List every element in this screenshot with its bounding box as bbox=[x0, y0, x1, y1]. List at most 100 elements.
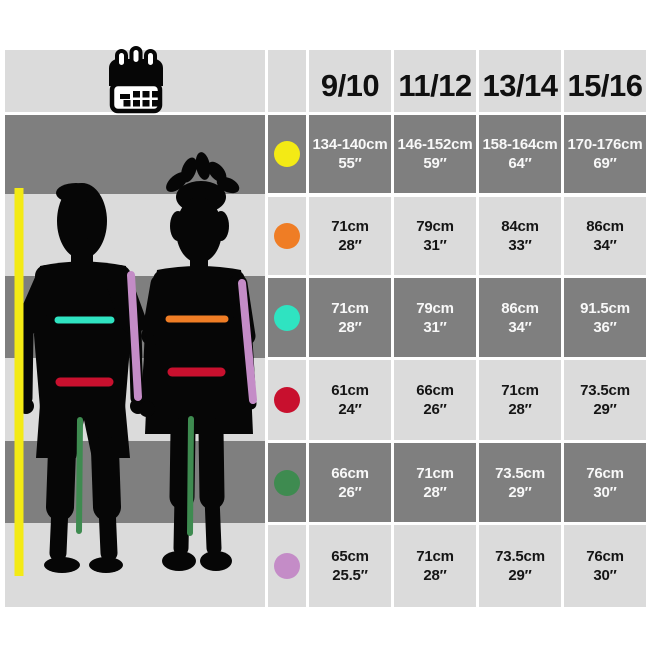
value-cm: 84cm bbox=[501, 218, 539, 235]
cell-teal-11-12: 79cm 31″ bbox=[394, 278, 476, 357]
value-inches: 36″ bbox=[593, 318, 617, 336]
value-cm: 79cm bbox=[416, 218, 454, 235]
value-cm: 71cm bbox=[331, 218, 369, 235]
size-header-13-14: 13/14 bbox=[479, 50, 561, 112]
cell-red-9-10: 61cm 24″ bbox=[309, 360, 391, 440]
value-inches: 28″ bbox=[338, 237, 362, 254]
dot-cell-red bbox=[268, 360, 306, 440]
stripe-band-purple bbox=[5, 523, 265, 607]
value-cm: 146-152cm bbox=[397, 136, 473, 153]
cell-orange-15-16: 86cm 34″ bbox=[564, 197, 646, 275]
value-inches: 34″ bbox=[508, 318, 532, 336]
cell-green-15-16: 76cm 30″ bbox=[564, 443, 646, 522]
size-header-label: 15/16 bbox=[567, 67, 643, 103]
value-inches: 31″ bbox=[423, 237, 447, 254]
value-cm: 65cm bbox=[331, 548, 369, 565]
cell-red-13-14: 71cm 28″ bbox=[479, 360, 561, 440]
cell-purple-9-10: 65cm 25.5″ bbox=[309, 525, 391, 607]
value-cm: 61cm bbox=[331, 382, 369, 399]
value-inches: 59″ bbox=[423, 155, 447, 172]
stripe-band-teal bbox=[5, 276, 265, 358]
cell-yellow-11-12: 146-152cm 59″ bbox=[394, 115, 476, 193]
value-inches: 28″ bbox=[423, 483, 447, 501]
value-inches: 25.5″ bbox=[332, 567, 368, 584]
value-cm: 71cm bbox=[501, 382, 539, 399]
stripe-band-orange bbox=[5, 194, 265, 276]
dot-cell-teal bbox=[268, 278, 306, 357]
value-inches: 28″ bbox=[338, 318, 362, 336]
dot-cell-orange bbox=[268, 197, 306, 275]
value-cm: 76cm bbox=[586, 548, 624, 565]
calendar-header-cell bbox=[5, 50, 265, 112]
value-cm: 71cm bbox=[416, 464, 454, 482]
size-header-label: 13/14 bbox=[482, 67, 558, 103]
cell-orange-13-14: 84cm 33″ bbox=[479, 197, 561, 275]
cell-green-11-12: 71cm 28″ bbox=[394, 443, 476, 522]
figure-background-stripes bbox=[5, 115, 265, 607]
value-inches: 26″ bbox=[423, 401, 447, 418]
cell-purple-15-16: 76cm 30″ bbox=[564, 525, 646, 607]
value-cm: 66cm bbox=[416, 382, 454, 399]
value-cm: 73.5cm bbox=[495, 464, 545, 482]
value-inches: 30″ bbox=[593, 567, 617, 584]
cell-teal-15-16: 91.5cm 36″ bbox=[564, 278, 646, 357]
size-header-15-16: 15/16 bbox=[564, 50, 646, 112]
value-cm: 66cm bbox=[331, 464, 369, 482]
value-cm: 91.5cm bbox=[580, 299, 630, 317]
value-inches: 24″ bbox=[338, 401, 362, 418]
value-cm: 134-140cm bbox=[312, 136, 388, 153]
value-cm: 170-176cm bbox=[567, 136, 643, 153]
cell-green-9-10: 66cm 26″ bbox=[309, 443, 391, 522]
stripe-band-yellow bbox=[5, 115, 265, 194]
cell-teal-13-14: 86cm 34″ bbox=[479, 278, 561, 357]
value-inches: 31″ bbox=[423, 318, 447, 336]
value-inches: 30″ bbox=[593, 483, 617, 501]
value-cm: 76cm bbox=[586, 464, 624, 482]
purple-dot bbox=[274, 553, 300, 579]
value-inches: 29″ bbox=[508, 567, 532, 584]
cell-teal-9-10: 71cm 28″ bbox=[309, 278, 391, 357]
cell-red-15-16: 73.5cm 29″ bbox=[564, 360, 646, 440]
cell-yellow-9-10: 134-140cm 55″ bbox=[309, 115, 391, 193]
value-inches: 34″ bbox=[593, 237, 617, 254]
dot-cell-purple bbox=[268, 525, 306, 607]
dot-cell-green bbox=[268, 443, 306, 522]
value-cm: 73.5cm bbox=[580, 382, 630, 399]
orange-dot bbox=[274, 223, 300, 249]
value-inches: 33″ bbox=[508, 237, 532, 254]
value-cm: 158-164cm bbox=[482, 136, 558, 153]
stripe-band-green bbox=[5, 441, 265, 523]
cell-orange-9-10: 71cm 28″ bbox=[309, 197, 391, 275]
cell-orange-11-12: 79cm 31″ bbox=[394, 197, 476, 275]
size-header-9-10: 9/10 bbox=[309, 50, 391, 112]
value-cm: 86cm bbox=[501, 299, 539, 317]
value-inches: 28″ bbox=[508, 401, 532, 418]
value-inches: 29″ bbox=[508, 483, 532, 501]
stripe-band-red bbox=[5, 358, 265, 441]
value-inches: 29″ bbox=[593, 401, 617, 418]
cell-green-13-14: 73.5cm 29″ bbox=[479, 443, 561, 522]
value-inches: 28″ bbox=[423, 567, 447, 584]
green-dot bbox=[274, 469, 300, 496]
size-header-11-12: 11/12 bbox=[394, 50, 476, 112]
red-dot bbox=[274, 387, 300, 413]
size-header-label: 9/10 bbox=[320, 67, 380, 103]
value-inches: 26″ bbox=[338, 483, 362, 501]
value-cm: 86cm bbox=[586, 218, 624, 235]
cell-yellow-15-16: 170-176cm 69″ bbox=[564, 115, 646, 193]
value-cm: 71cm bbox=[416, 548, 454, 565]
yellow-dot bbox=[274, 141, 300, 167]
size-header-label: 11/12 bbox=[398, 67, 472, 103]
value-inches: 69″ bbox=[593, 155, 617, 172]
cell-purple-11-12: 71cm 28″ bbox=[394, 525, 476, 607]
value-cm: 73.5cm bbox=[495, 548, 545, 565]
value-inches: 55″ bbox=[338, 155, 362, 172]
cell-red-11-12: 66cm 26″ bbox=[394, 360, 476, 440]
dot-cell-yellow bbox=[268, 115, 306, 193]
cell-yellow-13-14: 158-164cm 64″ bbox=[479, 115, 561, 193]
dot-column-header-cell bbox=[268, 50, 306, 112]
value-inches: 64″ bbox=[508, 155, 532, 172]
teal-dot bbox=[274, 304, 300, 331]
value-cm: 71cm bbox=[331, 299, 369, 317]
